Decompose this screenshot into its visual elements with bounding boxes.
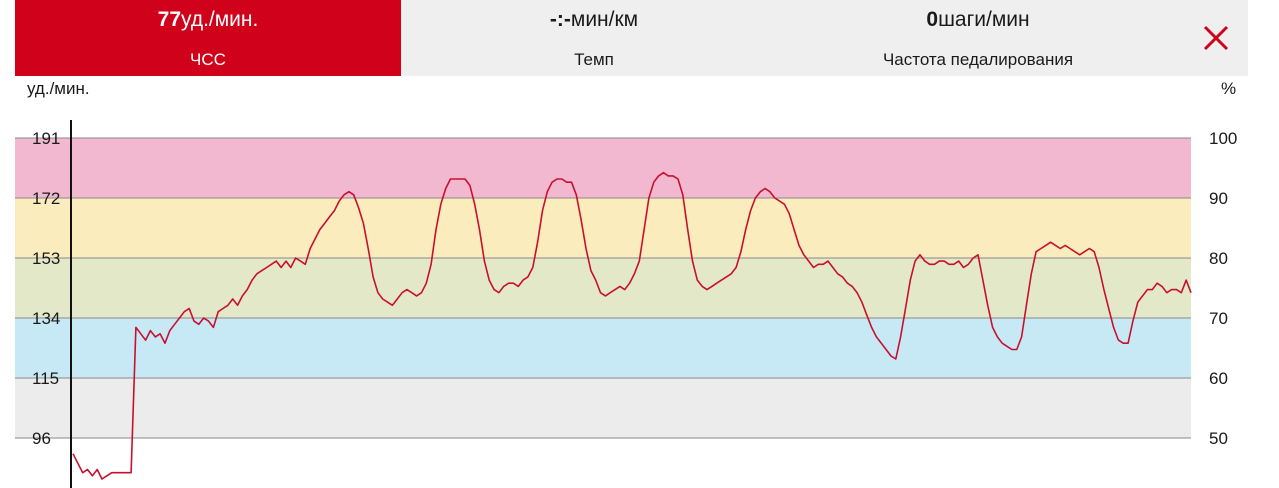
- right-tick-label: 50: [1209, 429, 1228, 448]
- left-tick-label: 115: [32, 369, 59, 388]
- left-tick-label: 134: [32, 309, 60, 328]
- tab-heart-rate[interactable]: 77уд./мин. ЧСС: [15, 0, 401, 76]
- left-tick-label: 153: [32, 249, 60, 268]
- left-tick-label: 172: [32, 189, 60, 208]
- right-tick-label: 70: [1209, 309, 1228, 328]
- tab-cadence[interactable]: 0шаги/мин Частота педалирования: [787, 0, 1169, 76]
- heart-rate-label: ЧСС: [190, 50, 226, 69]
- cadence-value: 0шаги/мин: [926, 8, 1030, 31]
- right-tick-label: 100: [1209, 129, 1237, 148]
- zone-band-1: [15, 197, 1191, 258]
- zone-band-0: [15, 138, 1191, 198]
- heart-rate-value: 77уд./мин.: [157, 8, 259, 31]
- pace-value: -:-мин/км: [549, 8, 639, 31]
- right-tick-label: 60: [1209, 369, 1228, 388]
- right-axis-unit: %: [1221, 79, 1237, 98]
- tab-pace[interactable]: -:-мин/км Темп: [401, 0, 787, 76]
- metric-tabs: 77уд./мин. ЧСС -:-мин/км Темп 0шаги/мин …: [15, 0, 1248, 76]
- cadence-label: Частота педалирования: [882, 50, 1074, 69]
- close-icon: [1203, 25, 1229, 51]
- right-tick-label: 90: [1209, 189, 1228, 208]
- pace-label: Темп: [574, 50, 614, 69]
- left-tick-label: 96: [32, 429, 51, 448]
- zone-band-4: [15, 377, 1191, 438]
- zone-band-2: [15, 257, 1191, 318]
- right-tick-label: 80: [1209, 249, 1228, 268]
- left-tick-label: 191: [32, 129, 60, 148]
- heart-rate-series-line: [72, 171, 1192, 480]
- close-button[interactable]: [1200, 22, 1232, 54]
- zone-band-3: [15, 317, 1191, 378]
- heart-rate-chart: 191 100 172 90 153 80 134 70 115 60 96 50: [15, 120, 1237, 488]
- left-axis-unit: уд./мин.: [27, 79, 90, 98]
